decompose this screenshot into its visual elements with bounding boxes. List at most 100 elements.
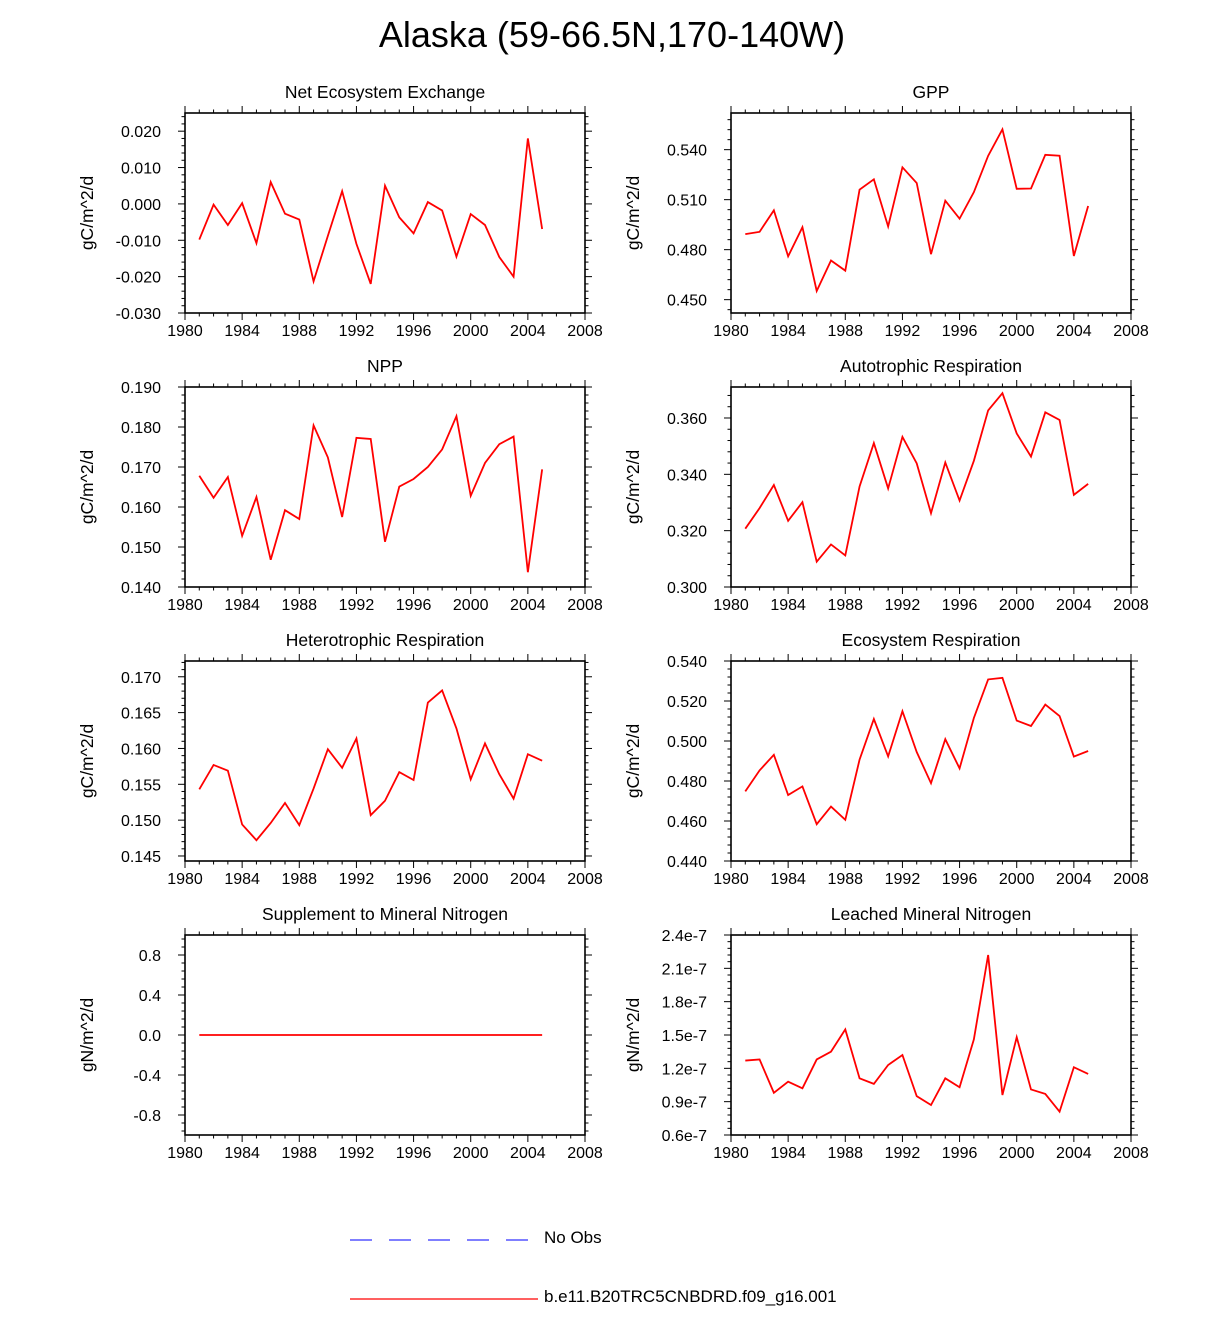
y-tick-label: -0.020: [116, 270, 161, 287]
x-tick-label: 1988: [281, 597, 317, 614]
y-tick-label: 0.020: [121, 124, 161, 141]
x-tick-label: 1992: [885, 871, 921, 888]
legend-line-swatch-solid: [350, 1298, 538, 1300]
panel-supplement-to-mineral-nitrogen: 1980 1984 1988 1992 1996 2000 2004 2008 -0.8 -0.4…: [77, 904, 603, 1162]
y-tick-label: 0.450: [667, 293, 707, 310]
y-tick-label: 0.010: [121, 161, 161, 178]
panel-title: Ecosystem Respiration: [842, 630, 1021, 650]
x-tick-label: 1992: [339, 323, 375, 340]
panel-title: NPP: [367, 356, 403, 376]
x-tick-label: 2004: [1056, 871, 1092, 888]
y-axis-label: gN/m^2/d: [77, 998, 97, 1072]
x-tick-label: 1996: [942, 871, 978, 888]
x-tick-label: 1980: [167, 1145, 203, 1162]
panel-ecosystem-respiration: 1980 1984 1988 1992 1996 2000 2004 2008 0.440 0.4…: [623, 630, 1149, 888]
panel-leached-mineral-nitrogen: 1980 1984 1988 1992 1996 2000 2004 2008 0.6e-7 0.…: [623, 904, 1149, 1162]
y-tick-label: 0.480: [667, 774, 707, 791]
x-tick-label: 1980: [167, 597, 203, 614]
y-tick-label: 1.8e-7: [662, 995, 707, 1012]
y-tick-label: 2.4e-7: [662, 928, 707, 945]
legend-label: b.e11.B20TRC5CNBDRD.f09_g16.001: [544, 1287, 837, 1306]
panel-gpp: 1980 1984 1988 1992 1996 2000 2004 2008 0.450 0.4…: [623, 82, 1149, 340]
y-tick-label: 0.360: [667, 411, 707, 428]
panel-npp: 1980 1984 1988 1992 1996 2000 2004 2008 0.140 0.1…: [77, 356, 603, 614]
series-line: [744, 391, 1089, 564]
x-tick-label: 1996: [396, 871, 432, 888]
y-tick-label: 0.540: [667, 143, 707, 160]
x-tick-label: 2004: [510, 597, 546, 614]
x-tick-label: 2004: [510, 1145, 546, 1162]
y-tick-label: 0.460: [667, 814, 707, 831]
y-axis-label: gC/m^2/d: [623, 176, 643, 250]
x-tick-label: 1996: [942, 597, 978, 614]
x-tick-label: 2000: [999, 1145, 1035, 1162]
x-tick-label: 2000: [453, 323, 489, 340]
y-tick-label: 0.500: [667, 734, 707, 751]
legend-entry-model-run: b.e11.B20TRC5CNBDRD.f09_g16.001: [350, 1287, 910, 1311]
y-tick-label: 0.150: [121, 813, 161, 830]
panel-title: Autotrophic Respiration: [840, 356, 1022, 376]
x-tick-label: 1988: [827, 323, 863, 340]
series-line: [198, 413, 544, 573]
y-tick-label: 0.540: [667, 654, 707, 671]
series-line: [745, 954, 1089, 1114]
x-tick-label: 2008: [1113, 1145, 1149, 1162]
y-axis-label: gN/m^2/d: [623, 998, 643, 1072]
x-tick-label: 2000: [999, 597, 1035, 614]
x-tick-label: 2004: [1056, 323, 1092, 340]
y-tick-label: 0.155: [121, 777, 161, 794]
y-tick-label: -0.010: [116, 233, 161, 250]
y-tick-label: 0.480: [667, 243, 707, 260]
x-tick-label: 1996: [396, 1145, 432, 1162]
y-tick-label: 0.170: [121, 460, 161, 477]
panel-net-ecosystem-exchange: 1980 1984 1988 1992 1996 2000 2004 2008 -0.030 -0…: [77, 82, 603, 340]
y-axis-label: gC/m^2/d: [623, 724, 643, 798]
x-tick-label: 1992: [339, 871, 375, 888]
x-tick-label: 1988: [827, 871, 863, 888]
legend-line-swatch-dashed: [350, 1239, 534, 1241]
y-axis-label: gC/m^2/d: [623, 450, 643, 524]
plot-frame: [730, 386, 1132, 588]
y-tick-label: 2.1e-7: [662, 961, 707, 978]
y-tick-label: 0.140: [121, 580, 161, 597]
plot-frame: [184, 386, 586, 588]
x-tick-label: 1988: [281, 871, 317, 888]
series-line: [198, 688, 543, 842]
panel-title: Heterotrophic Respiration: [286, 630, 484, 650]
y-tick-label: 0.160: [121, 741, 161, 758]
y-tick-label: 1.2e-7: [662, 1061, 707, 1078]
x-tick-label: 1988: [281, 323, 317, 340]
page-title: Alaska (59-66.5N,170-140W): [378, 14, 846, 55]
x-tick-label: 1984: [224, 871, 260, 888]
panel-title: Net Ecosystem Exchange: [285, 82, 485, 102]
x-tick-label: 2000: [453, 1145, 489, 1162]
x-tick-label: 1988: [827, 1145, 863, 1162]
x-tick-label: 1980: [167, 323, 203, 340]
y-tick-label: 0.145: [121, 849, 161, 866]
x-tick-label: 1984: [224, 597, 260, 614]
x-tick-label: 1996: [942, 1145, 978, 1162]
x-tick-label: 1980: [713, 323, 749, 340]
x-tick-label: 1984: [224, 1145, 260, 1162]
y-tick-label: 0.170: [121, 670, 161, 687]
series-line: [198, 138, 544, 285]
x-tick-label: 2008: [567, 597, 603, 614]
x-tick-label: 1984: [770, 1145, 806, 1162]
x-tick-label: 2000: [453, 597, 489, 614]
x-tick-label: 2008: [567, 1145, 603, 1162]
series-line: [745, 126, 1090, 294]
panel-title: Supplement to Mineral Nitrogen: [262, 904, 508, 924]
x-tick-label: 1984: [770, 597, 806, 614]
y-axis-label: gC/m^2/d: [77, 176, 97, 250]
y-tick-label: 0.4: [139, 988, 161, 1005]
y-tick-label: 0.165: [121, 706, 161, 723]
x-tick-label: 2000: [453, 871, 489, 888]
x-tick-label: 1992: [339, 597, 375, 614]
y-tick-label: 0.8: [139, 948, 161, 965]
x-tick-label: 2008: [1113, 871, 1149, 888]
y-tick-label: 0.190: [121, 380, 161, 397]
x-tick-label: 2004: [510, 323, 546, 340]
y-axis-label: gC/m^2/d: [77, 724, 97, 798]
x-tick-label: 1988: [827, 597, 863, 614]
